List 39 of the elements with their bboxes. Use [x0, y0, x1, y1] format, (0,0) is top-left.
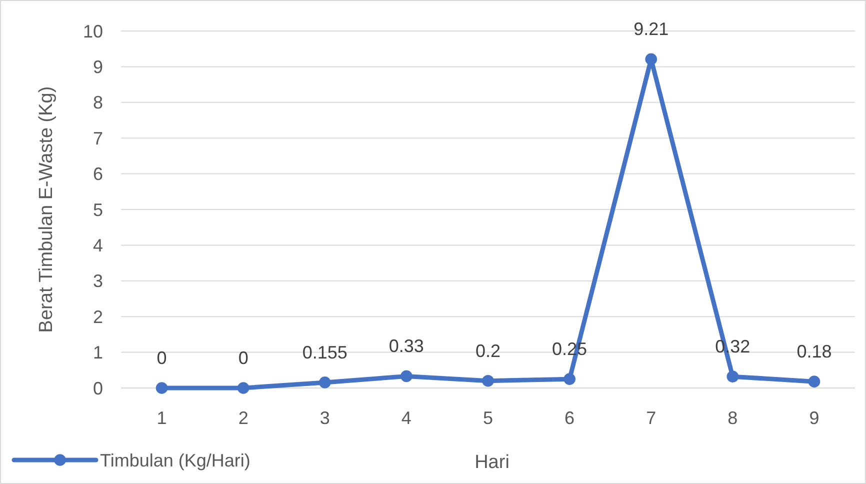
y-tick-label: 2	[92, 306, 103, 327]
x-tick-label: 5	[482, 408, 494, 428]
y-tick-label: 0	[92, 378, 103, 398]
point	[808, 376, 820, 388]
y-tick-label: 8	[92, 92, 103, 113]
point	[726, 370, 739, 382]
y-axis-title: Berat Timbulan E-Waste (Kg)	[36, 86, 57, 333]
point	[482, 374, 494, 387]
data-label: 0	[156, 348, 167, 368]
y-tick-label: 7	[92, 128, 103, 148]
x-axis-title: Hari	[474, 452, 510, 473]
x-tick-label: 8	[728, 408, 738, 428]
point	[237, 382, 250, 394]
data-label: 0.155	[302, 342, 348, 362]
y-tick-label: 1	[92, 342, 103, 363]
x-tick-label: 3	[320, 408, 330, 428]
y-tick-label: 4	[92, 236, 103, 256]
y-tick-label: 9	[92, 57, 103, 77]
x-tick-label: 2	[238, 408, 248, 428]
point	[318, 376, 331, 388]
y-tick-label: 6	[92, 164, 103, 184]
x-tick-label: 1	[156, 408, 167, 428]
legend-label: Timbulan (Kg/Hari)	[100, 450, 250, 470]
data-label: 0.18	[796, 342, 832, 362]
data-label: 0	[238, 348, 248, 368]
y-tick-label: 5	[92, 200, 103, 220]
x-tick-label: 9	[809, 408, 820, 428]
point	[645, 53, 658, 66]
data-label: 9.21	[634, 19, 669, 40]
x-tick-label: 6	[564, 408, 575, 428]
x-tick-label: 7	[646, 408, 656, 428]
data-label: 0.2	[475, 340, 501, 361]
x-tick-label: 4	[401, 408, 412, 428]
data-label: 0.33	[388, 336, 424, 356]
y-tick-label: 3	[92, 271, 103, 292]
point	[564, 373, 576, 385]
point	[400, 370, 412, 382]
point	[156, 382, 168, 394]
y-tick-label: 10	[82, 21, 103, 42]
